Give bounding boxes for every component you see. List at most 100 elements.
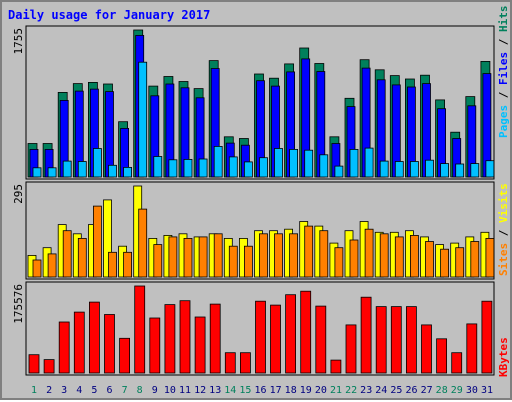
bar-sites-day-18 <box>289 233 299 278</box>
bar-sites-day-31 <box>485 237 495 278</box>
bar-sites-day-10 <box>168 236 178 278</box>
bar-kbytes-day-4 <box>73 311 85 374</box>
x-tick-day-30: 30 <box>466 385 478 396</box>
panel-legends: Pages / Files / Hits Sites / Visits KBytes <box>497 6 510 378</box>
bar-sites-day-15 <box>243 245 253 278</box>
x-tick-day-23: 23 <box>360 385 372 396</box>
bar-pages-day-5 <box>93 148 102 178</box>
bar-pages-day-10 <box>168 159 178 178</box>
bar-pages-day-29 <box>455 163 465 178</box>
legend-visits: Visits <box>497 183 510 223</box>
bar-kbytes-day-14 <box>224 352 236 374</box>
legend-panel-1: Pages / Files / Hits <box>497 6 510 139</box>
panel-2-border <box>25 181 495 280</box>
bar-kbytes-day-24 <box>375 306 387 374</box>
bar-pages-day-22 <box>349 148 359 178</box>
bar-sites-day-12 <box>198 236 208 278</box>
x-tick-day-13: 13 <box>209 385 221 396</box>
bar-sites-day-5 <box>93 205 102 278</box>
bar-kbytes-day-2 <box>43 359 55 374</box>
bar-pages-day-8 <box>138 61 148 178</box>
bar-sites-day-22 <box>349 239 359 278</box>
bar-pages-day-15 <box>243 161 253 178</box>
bar-kbytes-day-18 <box>285 294 297 374</box>
bar-pages-day-25 <box>394 161 404 178</box>
bar-kbytes-day-23 <box>360 296 372 374</box>
bar-pages-day-17 <box>274 148 283 178</box>
bar-sites-day-29 <box>455 247 465 278</box>
legend-sep-1: / <box>497 85 510 105</box>
bar-kbytes-day-26 <box>405 306 417 374</box>
bar-kbytes-day-6 <box>104 314 115 374</box>
bar-kbytes-day-27 <box>421 324 432 374</box>
x-tick-day-1: 1 <box>31 385 37 396</box>
bar-kbytes-day-7 <box>119 337 130 374</box>
bar-sites-day-21 <box>334 247 344 278</box>
x-tick-day-8: 8 <box>137 385 143 396</box>
x-tick-day-2: 2 <box>46 385 52 396</box>
bar-kbytes-day-19 <box>300 290 312 374</box>
bar-kbytes-day-16 <box>255 300 266 374</box>
bar-kbytes-day-9 <box>149 317 161 374</box>
x-tick-day-7: 7 <box>122 385 128 396</box>
legend-panel-3: KBytes <box>497 337 510 377</box>
x-tick-day-18: 18 <box>285 385 297 396</box>
x-tick-day-10: 10 <box>164 385 176 396</box>
axis-labels: 1755 295 175576 <box>12 28 25 324</box>
x-tick-day-22: 22 <box>345 385 357 396</box>
bar-pages-day-11 <box>183 158 193 178</box>
bar-kbytes-day-15 <box>239 352 251 374</box>
x-tick-day-6: 6 <box>106 385 112 396</box>
bar-pages-day-7 <box>123 166 132 178</box>
bar-sites-day-19 <box>304 225 314 278</box>
bar-sites-day-1 <box>32 259 42 278</box>
x-tick-day-5: 5 <box>91 385 97 396</box>
panel-3-border <box>25 281 495 376</box>
bar-sites-day-28 <box>440 248 450 278</box>
bar-sites-day-25 <box>394 236 404 278</box>
chart-bars <box>27 29 495 374</box>
x-tick-day-26: 26 <box>405 385 417 396</box>
bar-sites-day-16 <box>259 233 268 278</box>
bar-sites-day-27 <box>425 241 434 278</box>
bar-pages-day-9 <box>153 156 163 178</box>
bar-kbytes-day-11 <box>179 300 191 374</box>
x-tick-labels: 1 2 3 4 5 6 7 8 9 10 11 12 13 14 15 16 17 18 19 20 21 22 23 24 2… <box>31 385 493 396</box>
x-tick-day-29: 29 <box>451 385 463 396</box>
x-tick-day-17: 17 <box>270 385 282 396</box>
x-tick-day-3: 3 <box>61 385 67 396</box>
bar-pages-day-18 <box>289 148 299 178</box>
x-tick-day-19: 19 <box>300 385 312 396</box>
bar-kbytes-day-12 <box>194 316 206 374</box>
bar-kbytes-day-5 <box>89 301 100 374</box>
bar-kbytes-day-29 <box>451 352 463 374</box>
bar-sites-day-6 <box>108 251 117 278</box>
bar-sites-day-9 <box>153 244 163 278</box>
bar-pages-day-31 <box>485 160 495 178</box>
bar-kbytes-day-20 <box>315 305 327 374</box>
bar-pages-day-12 <box>198 158 208 178</box>
bar-pages-day-28 <box>440 163 450 178</box>
bar-kbytes-day-8 <box>134 285 146 374</box>
bar-pages-day-23 <box>364 147 374 178</box>
chart-panels <box>25 25 495 376</box>
x-tick-day-24: 24 <box>375 385 387 396</box>
bar-pages-day-1 <box>32 167 42 178</box>
x-tick-day-25: 25 <box>390 385 402 396</box>
y-max-label-panel-3: 175576 <box>12 284 25 324</box>
x-tick-day-4: 4 <box>76 385 82 396</box>
legend-panel-2: Sites / Visits <box>497 183 510 276</box>
bar-kbytes-day-31 <box>481 300 493 374</box>
bar-pages-day-13 <box>213 145 223 178</box>
bar-sites-day-13 <box>213 233 223 278</box>
panel-1-border <box>25 25 495 180</box>
x-tick-day-28: 28 <box>436 385 448 396</box>
bar-kbytes-day-22 <box>345 324 357 374</box>
y-max-label-panel-2: 295 <box>12 184 25 204</box>
bar-kbytes-day-13 <box>209 303 221 374</box>
x-tick-day-14: 14 <box>224 385 236 396</box>
bar-pages-day-3 <box>62 160 72 178</box>
bar-pages-day-20 <box>319 154 329 178</box>
